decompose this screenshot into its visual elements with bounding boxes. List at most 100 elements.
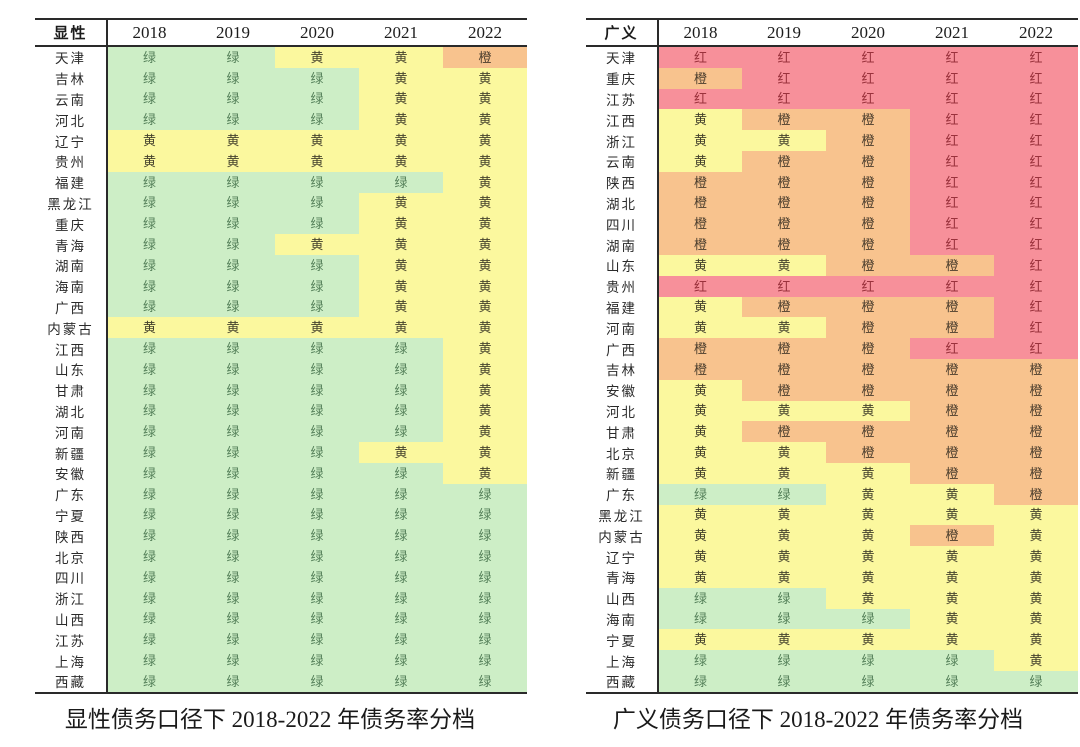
grade-cell-orange: 橙 — [910, 317, 994, 339]
province-label: 山西 — [35, 608, 108, 630]
grade-cell-red: 红 — [910, 234, 994, 255]
grade-cell-yellow: 黄 — [443, 400, 527, 422]
grade-cell-red: 红 — [742, 46, 826, 68]
grade-cell-red: 红 — [658, 46, 742, 68]
grade-cell-green: 绿 — [191, 400, 275, 422]
province-label: 云南 — [35, 88, 108, 110]
grade-cell-yellow: 黄 — [742, 566, 826, 588]
grade-cell-orange: 橙 — [826, 296, 910, 318]
grade-cell-orange: 橙 — [826, 338, 910, 359]
grade-cell-yellow: 黄 — [359, 317, 443, 339]
year-column-header: 2018 — [658, 19, 742, 47]
grade-cell-green: 绿 — [107, 670, 191, 693]
grade-cell-yellow: 黄 — [275, 46, 359, 68]
province-label: 云南 — [586, 150, 659, 172]
province-label: 陕西 — [35, 525, 108, 547]
grade-cell-orange: 橙 — [443, 46, 527, 68]
grade-cell-green: 绿 — [191, 462, 275, 484]
grade-cell-yellow: 黄 — [910, 608, 994, 630]
province-label: 贵州 — [586, 275, 659, 297]
table-row: 山东黄黄橙橙红 — [586, 254, 1078, 276]
province-label: 上海 — [586, 650, 659, 671]
grade-cell-green: 绿 — [275, 88, 359, 110]
grade-cell-yellow: 黄 — [107, 130, 191, 151]
grade-cell-green: 绿 — [275, 400, 359, 422]
table-row: 四川绿绿绿绿绿 — [35, 566, 527, 588]
grade-cell-green: 绿 — [191, 254, 275, 276]
grade-cell-green: 绿 — [275, 379, 359, 401]
grade-cell-yellow: 黄 — [994, 525, 1078, 547]
grade-cell-red: 红 — [994, 109, 1078, 131]
grade-cell-green: 绿 — [275, 546, 359, 567]
grade-cell-yellow: 黄 — [359, 130, 443, 151]
table-row: 安徽绿绿绿绿黄 — [35, 462, 527, 484]
grade-cell-orange: 橙 — [994, 421, 1078, 443]
table-row: 西藏绿绿绿绿绿 — [35, 670, 527, 693]
grade-cell-red: 红 — [994, 338, 1078, 359]
grade-cell-green: 绿 — [107, 587, 191, 609]
province-label: 吉林 — [35, 67, 108, 89]
grade-cell-yellow: 黄 — [107, 150, 191, 172]
grade-cell-green: 绿 — [275, 254, 359, 276]
grade-cell-green: 绿 — [443, 525, 527, 547]
grade-cell-green: 绿 — [191, 483, 275, 505]
grade-cell-green: 绿 — [275, 338, 359, 359]
grade-cell-green: 绿 — [359, 400, 443, 422]
explicit-table-caption: 显性债务口径下 2018-2022 年债务率分档 — [64, 707, 476, 732]
grade-cell-yellow: 黄 — [443, 275, 527, 297]
grade-cell-yellow: 黄 — [443, 379, 527, 401]
province-label: 安徽 — [586, 379, 659, 401]
grade-cell-green: 绿 — [359, 670, 443, 693]
grade-cell-green: 绿 — [191, 46, 275, 68]
grade-cell-orange: 橙 — [826, 358, 910, 380]
grade-cell-orange: 橙 — [658, 358, 742, 380]
grade-cell-yellow: 黄 — [910, 587, 994, 609]
province-label: 广西 — [35, 296, 108, 318]
province-label: 河北 — [35, 109, 108, 131]
grade-cell-green: 绿 — [275, 192, 359, 214]
grade-cell-yellow: 黄 — [742, 525, 826, 547]
grade-cell-green: 绿 — [275, 109, 359, 131]
year-column-header: 2018 — [107, 19, 191, 47]
grade-cell-yellow: 黄 — [443, 442, 527, 463]
grade-cell-yellow: 黄 — [191, 150, 275, 172]
grade-cell-yellow: 黄 — [359, 88, 443, 110]
province-label: 甘肃 — [586, 421, 659, 443]
table-row: 天津绿绿黄黄橙 — [35, 46, 527, 68]
table-corner-label: 广义 — [586, 19, 659, 47]
grade-cell-yellow: 黄 — [658, 504, 742, 526]
grade-cell-green: 绿 — [107, 109, 191, 131]
grade-cell-orange: 橙 — [994, 442, 1078, 463]
province-label: 青海 — [35, 234, 108, 255]
table-row: 广西绿绿绿黄黄 — [35, 296, 527, 318]
grade-cell-green: 绿 — [359, 546, 443, 567]
grade-cell-yellow: 黄 — [658, 254, 742, 276]
grade-cell-yellow: 黄 — [191, 317, 275, 339]
grade-cell-red: 红 — [742, 67, 826, 89]
table-row: 河北绿绿绿黄黄 — [35, 109, 527, 131]
grade-cell-orange: 橙 — [826, 130, 910, 151]
grade-cell-green: 绿 — [191, 608, 275, 630]
grade-cell-green: 绿 — [107, 421, 191, 443]
table-row: 广西橙橙橙红红 — [586, 338, 1078, 359]
grade-cell-green: 绿 — [359, 608, 443, 630]
grade-cell-red: 红 — [910, 88, 994, 110]
grade-cell-green: 绿 — [359, 650, 443, 671]
grade-cell-orange: 橙 — [910, 421, 994, 443]
grade-cell-yellow: 黄 — [443, 171, 527, 193]
grade-cell-green: 绿 — [107, 46, 191, 68]
grade-cell-orange: 橙 — [910, 525, 994, 547]
grade-cell-yellow: 黄 — [994, 650, 1078, 671]
grade-cell-yellow: 黄 — [191, 130, 275, 151]
province-label: 宁夏 — [35, 504, 108, 526]
table-row: 福建黄橙橙橙红 — [586, 296, 1078, 318]
province-label: 安徽 — [35, 462, 108, 484]
grade-cell-orange: 橙 — [742, 192, 826, 214]
table-row: 天津红红红红红 — [586, 46, 1078, 68]
table-row: 宁夏绿绿绿绿绿 — [35, 504, 527, 526]
grade-cell-green: 绿 — [107, 358, 191, 380]
table-row: 新疆绿绿绿黄黄 — [35, 442, 527, 463]
grade-cell-orange: 橙 — [910, 400, 994, 422]
table-row: 湖南绿绿绿黄黄 — [35, 254, 527, 276]
grade-cell-green: 绿 — [275, 171, 359, 193]
